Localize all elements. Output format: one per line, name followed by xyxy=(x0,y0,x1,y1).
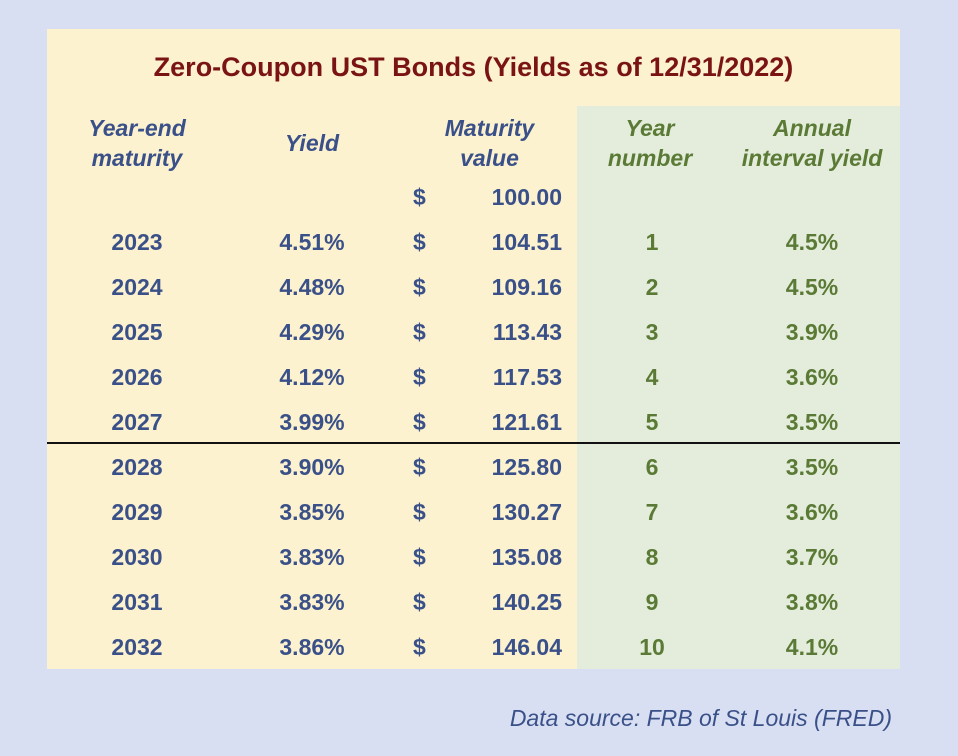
table-row: 2025 4.29% $113.43 3 3.9% xyxy=(47,310,900,355)
yield-cell: 4.29% xyxy=(279,319,345,345)
yield-cell: 3.99% xyxy=(279,409,345,435)
yield-cell: 3.83% xyxy=(279,589,345,615)
yield-cell: 3.86% xyxy=(279,634,345,660)
year-cell: 2027 xyxy=(111,409,163,435)
year-cell: 2032 xyxy=(111,634,163,660)
annual-yield-cell: 3.5% xyxy=(785,454,839,480)
header-line: number xyxy=(607,145,693,171)
table-row: 2030 3.83% $135.08 8 3.7% xyxy=(47,535,900,580)
table-row: 2024 4.48% $109.16 2 4.5% xyxy=(47,265,900,310)
table-panel: Zero-Coupon UST Bonds (Yields as of 12/3… xyxy=(47,29,900,669)
annual-yield-cell xyxy=(757,175,867,220)
year-cell: 2030 xyxy=(111,544,163,570)
maturity-value-cell: 117.53 xyxy=(492,364,562,390)
annual-yield-cell: 3.7% xyxy=(785,544,839,570)
dollar-sign: $ xyxy=(413,634,426,660)
maturity-value-cell: 125.80 xyxy=(491,454,562,480)
header-yield: Yield xyxy=(252,111,372,175)
yield-cell: 3.83% xyxy=(279,544,345,570)
year-cell: 2028 xyxy=(111,454,163,480)
header-line: Year-end xyxy=(88,115,186,141)
header-line: Annual xyxy=(773,115,851,141)
table-row: $100.00 xyxy=(47,175,900,220)
year-number-cell: 10 xyxy=(639,634,665,660)
table-row: 2023 4.51% $104.51 1 4.5% xyxy=(47,220,900,265)
dollar-sign: $ xyxy=(413,589,426,615)
maturity-value-cell: 100.00 xyxy=(491,184,562,210)
maturity-value-cell: 104.51 xyxy=(491,229,562,255)
header-line: maturity xyxy=(91,145,183,171)
annual-yield-cell: 3.9% xyxy=(785,319,839,345)
year-cell: 2024 xyxy=(111,274,163,300)
year-cell xyxy=(77,175,197,220)
annual-yield-cell: 3.5% xyxy=(785,409,839,435)
maturity-value-cell: 140.25 xyxy=(491,589,562,615)
maturity-value-cell: 135.08 xyxy=(491,544,562,570)
header-year-end-maturity: Year-end maturity xyxy=(67,111,207,175)
year-cell: 2025 xyxy=(111,319,163,345)
table-divider xyxy=(47,442,900,444)
data-source-note: Data source: FRB of St Louis (FRED) xyxy=(509,705,892,731)
dollar-sign: $ xyxy=(413,319,426,345)
dollar-sign: $ xyxy=(413,544,426,570)
dollar-sign: $ xyxy=(413,499,426,525)
annual-yield-cell: 4.5% xyxy=(785,274,839,300)
annual-yield-cell: 3.8% xyxy=(785,589,839,615)
header-line: Yield xyxy=(284,130,340,156)
yield-cell: 3.90% xyxy=(279,454,345,480)
year-number-cell: 2 xyxy=(645,274,659,300)
year-number-cell: 3 xyxy=(645,319,659,345)
year-number-cell xyxy=(602,175,702,220)
dollar-sign: $ xyxy=(413,409,426,435)
year-cell: 2029 xyxy=(111,499,163,525)
header-annual-interval-yield: Annual interval yield xyxy=(727,111,897,175)
year-number-cell: 1 xyxy=(645,229,659,255)
table-row: 2028 3.90% $125.80 6 3.5% xyxy=(47,445,900,490)
header-line: interval yield xyxy=(741,145,883,171)
header-line: Year xyxy=(625,115,675,141)
maturity-value-cell: 121.61 xyxy=(491,409,562,435)
maturity-value-cell: 130.27 xyxy=(491,499,562,525)
annual-yield-cell: 4.1% xyxy=(785,634,839,660)
year-cell: 2023 xyxy=(111,229,163,255)
year-cell: 2031 xyxy=(111,589,163,615)
maturity-value-cell: 113.43 xyxy=(492,319,562,345)
year-number-cell: 4 xyxy=(645,364,659,390)
annual-yield-cell: 4.5% xyxy=(785,229,839,255)
year-number-cell: 9 xyxy=(645,589,659,615)
header-line: value xyxy=(460,145,519,171)
yield-cell: 4.48% xyxy=(279,274,345,300)
table-title: Zero-Coupon UST Bonds (Yields as of 12/3… xyxy=(153,52,794,82)
dollar-sign: $ xyxy=(413,229,426,255)
dollar-sign: $ xyxy=(413,454,426,480)
header-year-number: Year number xyxy=(595,111,705,175)
yield-cell: 3.85% xyxy=(279,499,345,525)
annual-yield-cell: 3.6% xyxy=(785,364,839,390)
year-number-cell: 8 xyxy=(645,544,659,570)
annual-yield-cell: 3.6% xyxy=(785,499,839,525)
yield-cell xyxy=(252,175,372,220)
table-row: 2032 3.86% $146.04 10 4.1% xyxy=(47,625,900,670)
year-number-cell: 7 xyxy=(645,499,659,525)
maturity-value-cell: 146.04 xyxy=(491,634,562,660)
table-row: 2026 4.12% $117.53 4 3.6% xyxy=(47,355,900,400)
dollar-sign: $ xyxy=(413,184,426,210)
green-column-band xyxy=(577,106,900,669)
header-maturity-value: Maturity value xyxy=(422,111,557,175)
yield-cell: 4.51% xyxy=(279,229,345,255)
table-row: 2029 3.85% $130.27 7 3.6% xyxy=(47,490,900,535)
dollar-sign: $ xyxy=(413,274,426,300)
table-row: 2031 3.83% $140.25 9 3.8% xyxy=(47,580,900,625)
table-row: 2027 3.99% $121.61 5 3.5% xyxy=(47,400,900,445)
year-cell: 2026 xyxy=(111,364,163,390)
year-number-cell: 6 xyxy=(645,454,659,480)
header-line: Maturity xyxy=(444,115,535,141)
yield-cell: 4.12% xyxy=(279,364,345,390)
year-number-cell: 5 xyxy=(645,409,659,435)
maturity-value-cell: 109.16 xyxy=(491,274,562,300)
dollar-sign: $ xyxy=(413,364,426,390)
